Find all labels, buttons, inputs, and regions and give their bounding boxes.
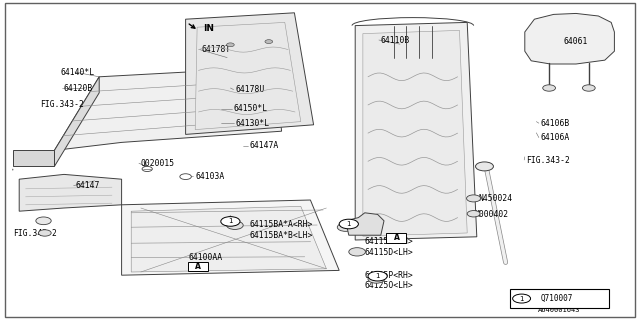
Text: 64130*L: 64130*L — [236, 119, 269, 128]
Text: FIG.343-2: FIG.343-2 — [526, 156, 570, 164]
Circle shape — [476, 162, 493, 171]
Text: 64150*L: 64150*L — [234, 104, 268, 113]
Polygon shape — [355, 22, 477, 240]
Circle shape — [582, 85, 595, 91]
FancyBboxPatch shape — [188, 262, 208, 271]
Text: 64115D<LH>: 64115D<LH> — [365, 248, 413, 257]
Text: M000402: M000402 — [475, 210, 509, 219]
Text: Q020015: Q020015 — [141, 159, 175, 168]
Text: IN: IN — [204, 24, 214, 33]
Circle shape — [38, 230, 51, 236]
Text: 64140*L: 64140*L — [61, 68, 95, 76]
Circle shape — [368, 275, 385, 283]
Text: 64178T: 64178T — [202, 45, 231, 54]
Text: 64147A: 64147A — [250, 141, 279, 150]
Text: 64115BA*B<LH>: 64115BA*B<LH> — [250, 231, 313, 240]
Polygon shape — [19, 174, 122, 211]
Text: 64178U: 64178U — [236, 85, 265, 94]
FancyBboxPatch shape — [510, 289, 609, 308]
Circle shape — [36, 217, 51, 225]
Text: 1: 1 — [228, 219, 233, 224]
Circle shape — [227, 43, 234, 47]
Text: FIG.343-2: FIG.343-2 — [40, 100, 84, 108]
Circle shape — [227, 221, 243, 229]
Text: A: A — [394, 233, 400, 242]
Circle shape — [349, 248, 365, 256]
Circle shape — [543, 85, 556, 91]
Circle shape — [337, 223, 354, 231]
Text: A640001643: A640001643 — [538, 308, 580, 313]
Polygon shape — [13, 150, 54, 166]
Text: N450024: N450024 — [479, 194, 513, 203]
Text: FIG.343-2: FIG.343-2 — [13, 229, 57, 238]
Circle shape — [221, 217, 240, 226]
Text: 1: 1 — [346, 221, 351, 227]
FancyBboxPatch shape — [386, 233, 406, 243]
Text: A: A — [195, 262, 202, 271]
Polygon shape — [122, 200, 339, 275]
Circle shape — [467, 195, 481, 202]
Text: 1: 1 — [519, 296, 524, 301]
Circle shape — [339, 219, 358, 229]
Text: 64106A: 64106A — [541, 133, 570, 142]
Polygon shape — [54, 67, 282, 150]
Polygon shape — [131, 206, 326, 272]
Text: 64120B: 64120B — [64, 84, 93, 92]
Polygon shape — [195, 22, 301, 130]
Polygon shape — [54, 77, 99, 166]
Polygon shape — [346, 213, 384, 235]
Polygon shape — [363, 30, 467, 236]
Text: 1: 1 — [375, 273, 380, 279]
Polygon shape — [525, 13, 614, 64]
Circle shape — [265, 40, 273, 44]
Text: 64125P<RH>: 64125P<RH> — [365, 271, 413, 280]
Text: 64106B: 64106B — [541, 119, 570, 128]
Text: 64100AA: 64100AA — [189, 253, 223, 262]
Circle shape — [142, 166, 152, 172]
Text: 64103A: 64103A — [195, 172, 225, 180]
Circle shape — [513, 294, 531, 303]
Text: 64061: 64061 — [563, 37, 588, 46]
Circle shape — [368, 271, 387, 281]
Text: 64115BA*A<RH>: 64115BA*A<RH> — [250, 220, 313, 229]
Circle shape — [180, 174, 191, 180]
Polygon shape — [186, 13, 314, 134]
Text: 64125O<LH>: 64125O<LH> — [365, 281, 413, 290]
Text: Q710007: Q710007 — [541, 294, 573, 303]
Circle shape — [467, 211, 480, 217]
Text: 64147: 64147 — [76, 181, 100, 190]
Text: 64110B: 64110B — [381, 36, 410, 44]
Text: 64115N<RH>: 64115N<RH> — [365, 237, 413, 246]
